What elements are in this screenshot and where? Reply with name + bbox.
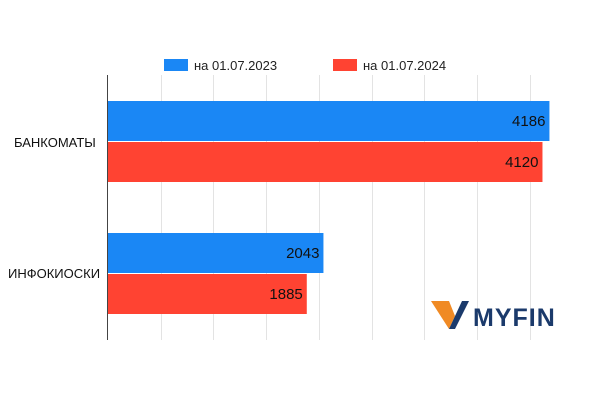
myfin-logo: MYFIN — [431, 301, 556, 332]
legend: на 01.07.2023 на 01.07.2024 — [164, 58, 446, 73]
data-label: 2043 — [286, 245, 319, 262]
bar-bankomaty-2023 — [108, 101, 550, 141]
legend-label-2023: на 01.07.2023 — [194, 58, 277, 73]
bar-infokioski-2023 — [108, 233, 324, 273]
category-label-bankomaty: БАНКОМАТЫ — [14, 135, 96, 150]
bar-bankomaty-2024 — [108, 142, 543, 182]
data-label: 1885 — [269, 286, 302, 303]
logo-text: MYFIN — [473, 304, 556, 332]
bars: 4186 4120 2043 1885 — [108, 101, 550, 314]
legend-swatch-2023 — [164, 59, 188, 71]
logo-mark-right — [449, 301, 469, 329]
bar-infokioski-2024 — [108, 274, 307, 314]
logo-mark-left — [431, 301, 455, 329]
data-label: 4186 — [512, 113, 545, 130]
category-label-infokioski: ИНФОКИОСКИ — [8, 266, 100, 281]
data-label: 4120 — [505, 154, 538, 171]
legend-label-2024: на 01.07.2024 — [363, 58, 446, 73]
legend-swatch-2024 — [333, 59, 357, 71]
